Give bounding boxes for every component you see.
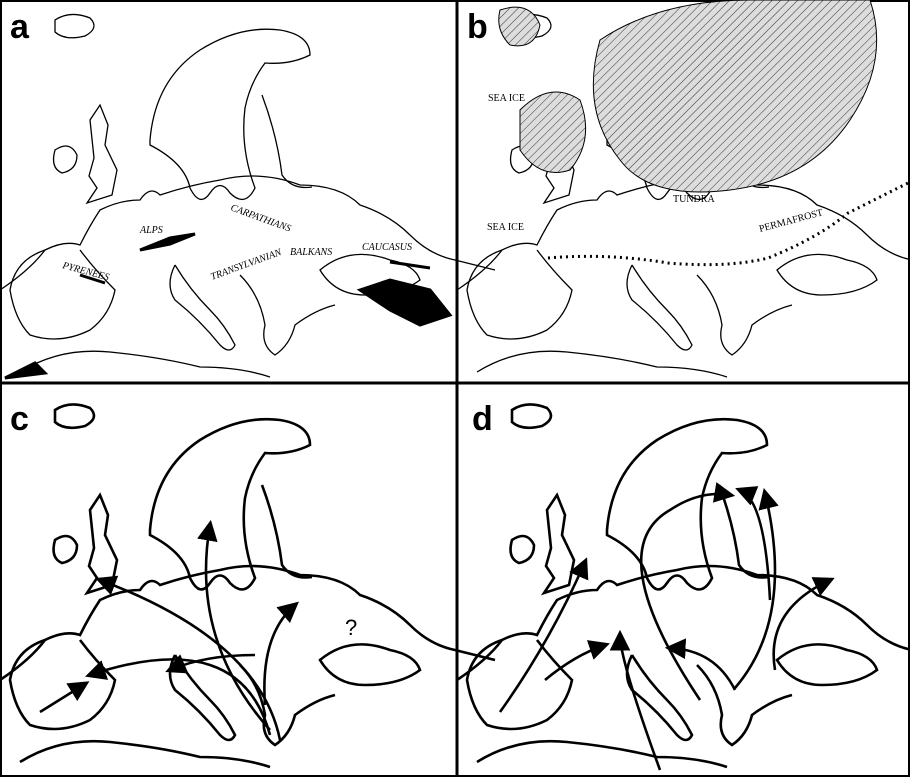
arrow [40,684,85,712]
panel-label: d [472,400,493,438]
region-label: CARPATHIANS [229,202,292,234]
panel-d: d [457,400,910,770]
coastline [457,404,910,767]
panel-label: c [10,400,29,438]
region-label: BALKANS [290,247,332,258]
panel-label: a [10,8,30,46]
panel-label: b [467,8,488,46]
figure: a ALPS PYRENEES CARPATHIANS TRANSYLVANIA… [0,0,910,777]
region-label: SEA ICE [487,222,524,233]
region-label: ALPS [139,225,163,236]
ice-sheet [499,7,540,46]
ice-sheet [593,0,876,192]
region-label: PYRENEES [60,260,110,283]
annotation: ? [345,615,357,640]
arrow [264,605,295,705]
arrow [90,659,270,735]
region-label: TRANSYLVANIAN [209,247,284,283]
region-label: PERMAFROST [758,207,824,235]
region-label: CAUCASUS [362,242,412,253]
mountain-ice [5,234,450,378]
panel-a: a ALPS PYRENEES CARPATHIANS TRANSYLVANIA… [0,8,495,378]
ice-sheet [520,92,586,173]
region-label: TUNDRA [673,194,715,205]
arrow [641,494,730,700]
arrow [500,562,585,712]
region-label: SEA ICE [488,93,525,104]
arrow [740,490,770,600]
coastline [0,404,495,767]
panel-c: c ? [0,400,495,767]
panel-b: b SEA ICE SEA ICE TUNDRA PERMAFROST [457,0,910,377]
